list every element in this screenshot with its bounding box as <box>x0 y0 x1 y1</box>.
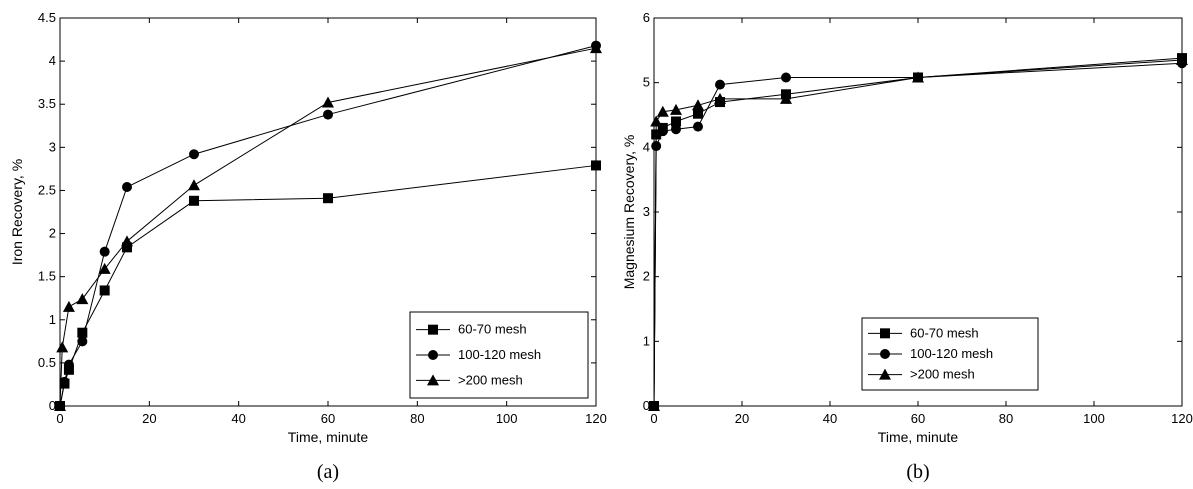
data-point <box>693 121 703 132</box>
x-tick-label: 20 <box>142 411 156 426</box>
x-tick-label: 120 <box>585 411 607 426</box>
data-point <box>714 92 726 104</box>
x-tick-label: 60 <box>911 411 925 426</box>
data-point <box>54 400 66 411</box>
legend-label: 100-120 mesh <box>458 347 541 362</box>
legend-marker <box>428 324 438 335</box>
data-point <box>189 149 199 160</box>
data-point <box>590 42 602 54</box>
x-tick-label: 40 <box>231 411 245 426</box>
y-tick-label: 3.5 <box>38 96 56 111</box>
legend-label: >200 mesh <box>458 372 523 387</box>
data-point <box>693 108 703 119</box>
series-triangle <box>648 54 1188 411</box>
y-tick-label: 4 <box>643 139 650 154</box>
data-point <box>657 126 668 137</box>
chart-panel-b: 0 20 40 60 80 100 120 0 1 2 3 4 5 6 Time, minute Magnes… <box>621 10 1193 483</box>
data-point <box>122 242 132 253</box>
x-axis-label: Time, minute <box>288 429 369 445</box>
y-tick-label: 4 <box>49 53 56 68</box>
y-tick-label: 0 <box>643 398 650 413</box>
x-tick-label: 60 <box>321 411 335 426</box>
y-tick-label: 1 <box>643 333 650 348</box>
data-point <box>77 327 88 338</box>
data-point <box>780 92 792 104</box>
y-tick-label: 2 <box>643 269 650 284</box>
data-point <box>189 195 199 206</box>
y-axis-label: Magnesium Recovery, % <box>621 135 637 290</box>
data-point <box>591 160 601 171</box>
data-point <box>671 124 681 135</box>
x-tick-label: 80 <box>410 411 424 426</box>
data-point <box>912 71 924 83</box>
data-point <box>648 400 660 411</box>
y-tick-label: 1 <box>49 312 56 327</box>
legend: 60-70 mesh 100-120 mesh >200 mesh <box>861 317 1039 391</box>
legend-marker <box>880 328 890 339</box>
data-point <box>63 359 74 370</box>
y-tick-label: 2.5 <box>38 182 56 197</box>
y-tick-label: 1.5 <box>38 269 56 284</box>
data-point <box>656 105 669 117</box>
data-point <box>322 96 334 108</box>
y-tick-label: 4.5 <box>38 10 56 25</box>
y-tick-label: 0 <box>49 398 56 413</box>
legend-label: 100-120 mesh <box>910 346 993 361</box>
data-point <box>670 103 682 115</box>
x-tick-label: 80 <box>999 411 1013 426</box>
x-tick-label: 0 <box>56 411 63 426</box>
x-tick-label: 120 <box>1171 411 1193 426</box>
panel-caption: (a) <box>317 461 339 483</box>
data-point <box>76 293 89 305</box>
y-tick-label: 2 <box>49 226 56 241</box>
legend-label: 60-70 mesh <box>458 322 527 337</box>
data-point <box>323 193 333 204</box>
data-point <box>650 115 663 127</box>
x-tick-label: 100 <box>496 411 518 426</box>
data-point <box>692 99 704 111</box>
x-tick-label: 0 <box>650 411 657 426</box>
y-tick-label: 3 <box>643 204 650 219</box>
data-point <box>56 341 69 353</box>
data-point <box>781 72 791 83</box>
legend-label: >200 mesh <box>910 367 975 382</box>
data-point <box>99 285 110 296</box>
data-point <box>715 79 725 90</box>
legend-marker <box>428 350 438 360</box>
data-point <box>62 300 75 312</box>
data-point <box>98 262 111 274</box>
data-point <box>59 376 70 387</box>
legend-marker <box>427 374 439 386</box>
data-point <box>122 181 132 192</box>
data-point <box>323 109 333 120</box>
data-point <box>77 336 88 347</box>
data-point <box>121 235 133 247</box>
x-axis-label: Time, minute <box>878 429 959 445</box>
data-point <box>188 179 200 191</box>
x-tick-label: 20 <box>735 411 749 426</box>
x-tick-label: 40 <box>823 411 837 426</box>
y-tick-label: 0.5 <box>38 355 56 370</box>
panel-caption: (b) <box>906 461 929 483</box>
legend-marker <box>879 368 891 380</box>
legend: 60-70 mesh 100-120 mesh >200 mesh <box>409 311 589 399</box>
legend-label: 60-70 mesh <box>910 325 979 340</box>
data-point <box>671 116 681 127</box>
data-point <box>63 364 74 375</box>
data-point <box>99 246 110 257</box>
y-tick-label: 5 <box>643 75 650 90</box>
y-tick-label: 6 <box>643 10 650 25</box>
data-point <box>1176 54 1188 66</box>
chart-panel-a: 0 20 40 60 80 100 120 0 0.5 1 1.5 2 2.5 3 3.5 4 4.5 Time,… <box>9 10 607 483</box>
series-triangle <box>54 42 602 411</box>
y-axis-label: Iron Recovery, % <box>9 159 25 265</box>
y-tick-label: 3 <box>49 139 56 154</box>
legend-marker <box>880 349 890 359</box>
x-tick-label: 100 <box>1083 411 1105 426</box>
